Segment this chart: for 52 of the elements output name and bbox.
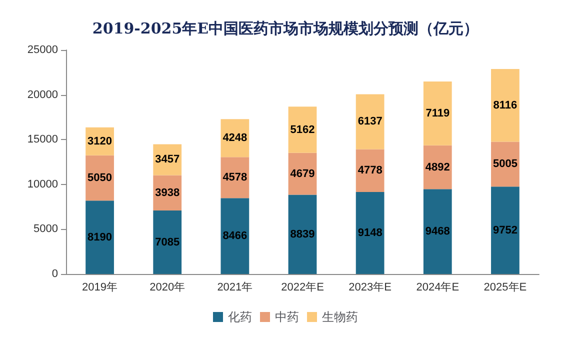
x-tick-label: 2023年E bbox=[348, 282, 392, 294]
bar bbox=[288, 194, 317, 274]
y-tick-label: 5000 bbox=[34, 223, 58, 236]
x-tick-label: 2019年 bbox=[82, 282, 118, 294]
bar bbox=[491, 69, 520, 142]
data-label: 4778 bbox=[358, 164, 382, 177]
bar bbox=[423, 189, 452, 274]
bar bbox=[356, 94, 384, 150]
x-tick-label: 2024年E bbox=[416, 282, 460, 294]
data-label: 3938 bbox=[155, 186, 180, 199]
bar bbox=[288, 106, 317, 153]
bar bbox=[423, 82, 452, 146]
data-label: 3120 bbox=[88, 135, 112, 148]
data-label: 8466 bbox=[222, 230, 248, 242]
x-tick-label: 2021年 bbox=[217, 282, 253, 294]
data-label: 8190 bbox=[88, 231, 112, 244]
bar bbox=[86, 200, 114, 274]
y-tick-label: 0 bbox=[52, 268, 58, 280]
data-label: 8116 bbox=[493, 99, 518, 112]
data-label: 9468 bbox=[425, 226, 450, 238]
data-label: 5005 bbox=[492, 158, 518, 170]
data-label: 8839 bbox=[290, 228, 315, 240]
data-label: 4892 bbox=[425, 161, 450, 174]
data-label: 9148 bbox=[358, 227, 382, 240]
bar bbox=[220, 157, 250, 198]
y-tick-label: 25000 bbox=[27, 44, 58, 56]
data-label: 5050 bbox=[88, 172, 112, 184]
legend-label: 化药 bbox=[228, 310, 252, 324]
legend-label: 中药 bbox=[275, 310, 299, 324]
x-tick-label: 2022年E bbox=[281, 282, 324, 294]
legend-label: 生物药 bbox=[322, 310, 358, 324]
data-label: 7119 bbox=[426, 107, 450, 120]
data-label: 3457 bbox=[155, 154, 180, 166]
data-label: 4679 bbox=[290, 168, 315, 180]
data-label: 4578 bbox=[222, 172, 248, 184]
data-label: 6137 bbox=[358, 116, 382, 128]
bar bbox=[356, 149, 384, 192]
data-label: 7085 bbox=[155, 236, 180, 248]
data-label: 4248 bbox=[222, 132, 248, 144]
bar bbox=[86, 155, 114, 201]
y-tick-label: 10000 bbox=[27, 178, 58, 190]
bar bbox=[491, 186, 520, 274]
data-label: 9752 bbox=[492, 224, 518, 236]
x-tick-label: 2020年 bbox=[150, 282, 186, 294]
data-label: 5162 bbox=[290, 124, 315, 136]
bar bbox=[356, 192, 384, 274]
chart-title: 2019-2025年E中国医药市场市场规模划分预测（亿元） bbox=[92, 20, 479, 38]
y-tick-label: 15000 bbox=[27, 134, 58, 146]
y-tick-label: 20000 bbox=[27, 88, 58, 101]
bar bbox=[220, 198, 250, 274]
x-tick-label: 2025年E bbox=[484, 282, 527, 294]
bar bbox=[153, 210, 182, 274]
